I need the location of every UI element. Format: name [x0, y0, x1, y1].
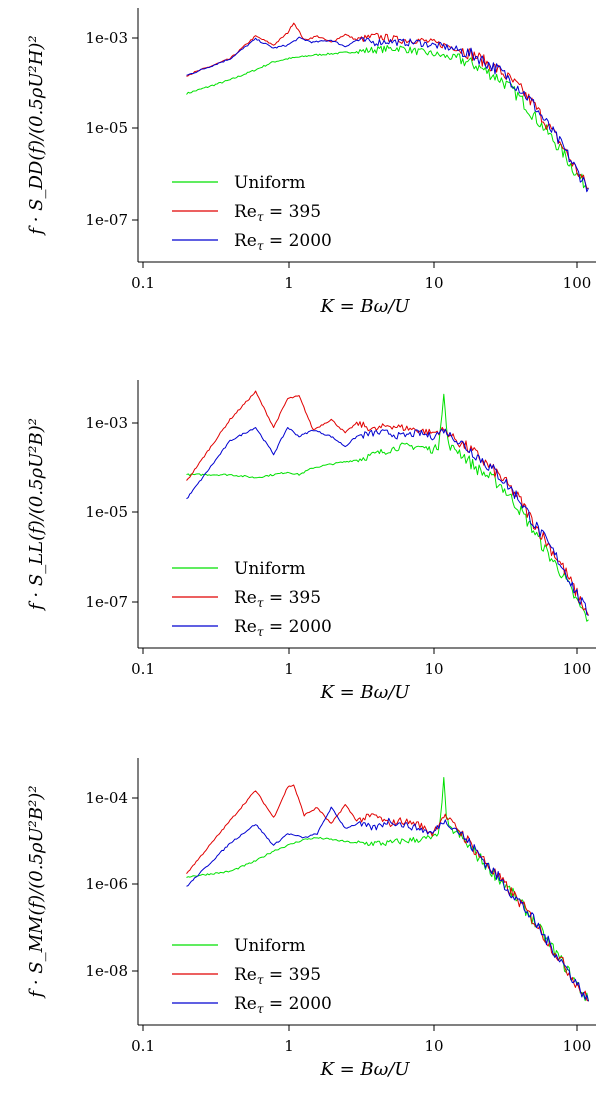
- x-tick-label: 10: [424, 1037, 443, 1055]
- chart-panel-2: 1e-03 1e-05 1e-07 0.1 1 10 100 K = Bω/U f · S_LL…: [26, 380, 596, 703]
- series-line-re2000: [186, 36, 589, 193]
- x-tick-label: 10: [424, 274, 443, 292]
- legend-label-re395: Reτ = 395: [234, 588, 321, 610]
- y-tick-label: 1e-04: [85, 789, 128, 807]
- y-tick-label: 1e-05: [85, 119, 128, 137]
- y-tick-label: 1e-03: [85, 414, 128, 432]
- x-tick-label: 1: [284, 1037, 294, 1055]
- y-tick-label: 1e-03: [85, 29, 128, 47]
- legend-label-re2000: Reτ = 2000: [234, 617, 332, 639]
- y-tick-label: 1e-05: [85, 503, 128, 521]
- series-line-re395: [186, 784, 589, 1002]
- y-tick-label: 1e-07: [85, 211, 128, 229]
- x-tick-label: 0.1: [131, 274, 155, 292]
- legend-label-re395: Reτ = 395: [234, 965, 321, 987]
- x-tick-label: 100: [563, 274, 592, 292]
- legend-label-uniform: Uniform: [234, 936, 306, 956]
- x-tick-label: 10: [424, 660, 443, 678]
- x-tick-label: 1: [284, 274, 294, 292]
- series-line-re2000: [186, 427, 589, 616]
- legend-label-uniform: Uniform: [234, 173, 306, 193]
- legend-label-re2000: Reτ = 2000: [234, 994, 332, 1016]
- y-tick-label: 1e-07: [85, 593, 128, 611]
- x-tick-label: 100: [563, 1037, 592, 1055]
- chart-panel-3: 1e-04 1e-06 1e-08 0.1 1 10 100 K = Bω/U f · S_MM…: [26, 758, 596, 1080]
- y-axis-title: f · S_DD(f)/(0.5ρU²H)²: [26, 35, 47, 236]
- x-axis-title: K = Bω/U: [319, 296, 410, 317]
- x-tick-label: 1: [284, 660, 294, 678]
- series-line-uniform: [186, 45, 589, 190]
- y-axis-title: f · S_MM(f)/(0.5ρU²B²)²: [26, 785, 47, 999]
- legend-label-uniform: Uniform: [234, 559, 306, 579]
- y-tick-label: 1e-08: [85, 962, 128, 980]
- series-line-re395: [186, 390, 589, 616]
- series-line-re395: [186, 22, 589, 189]
- legend-label-re395: Reτ = 395: [234, 202, 321, 224]
- chart-panel-1: 1e-03 1e-05 1e-07 0.1 1 10 100 K = Bω/U f · S_DD…: [26, 8, 596, 317]
- series-line-re2000: [186, 806, 589, 1002]
- x-tick-label: 100: [563, 660, 592, 678]
- x-tick-label: 0.1: [131, 660, 155, 678]
- y-axis-title: f · S_LL(f)/(0.5ρU²B)²: [26, 418, 47, 612]
- legend-label-re2000: Reτ = 2000: [234, 231, 332, 253]
- x-axis-title: K = Bω/U: [319, 1059, 410, 1080]
- y-tick-label: 1e-06: [85, 875, 128, 893]
- x-axis-title: K = Bω/U: [319, 682, 410, 703]
- x-tick-label: 0.1: [131, 1037, 155, 1055]
- series-line-uniform: [186, 393, 589, 622]
